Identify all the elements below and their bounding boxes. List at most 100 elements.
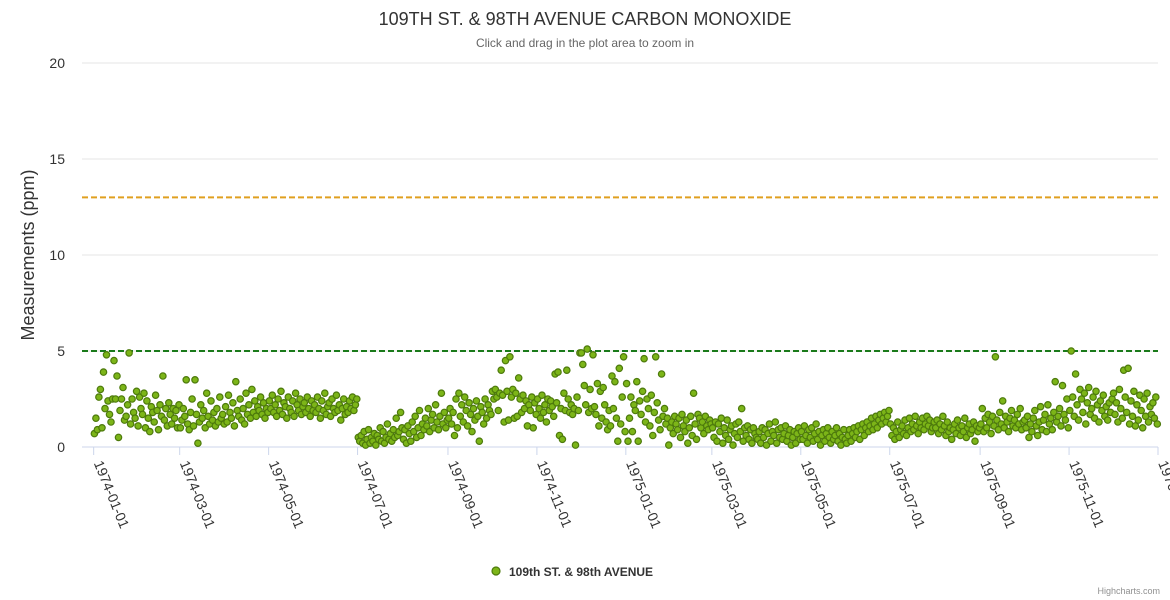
data-point[interactable] xyxy=(987,429,995,438)
data-point[interactable] xyxy=(466,410,475,419)
data-point[interactable] xyxy=(107,418,115,426)
data-point[interactable] xyxy=(506,352,514,361)
data-point[interactable] xyxy=(481,395,489,403)
data-point[interactable] xyxy=(1128,412,1137,421)
data-point[interactable] xyxy=(832,423,841,432)
data-point[interactable] xyxy=(618,393,627,401)
data-point[interactable] xyxy=(1124,364,1132,373)
data-point[interactable] xyxy=(600,400,609,409)
data-point[interactable] xyxy=(406,437,415,446)
data-point[interactable] xyxy=(224,391,233,400)
data-point[interactable] xyxy=(191,375,199,384)
data-point[interactable] xyxy=(560,389,568,398)
data-point[interactable] xyxy=(475,437,484,446)
data-point[interactable] xyxy=(885,406,893,415)
data-point[interactable] xyxy=(316,414,325,423)
data-point[interactable] xyxy=(1092,387,1100,396)
data-point[interactable] xyxy=(708,423,717,432)
data-point[interactable] xyxy=(221,402,230,411)
data-point[interactable] xyxy=(189,422,198,430)
data-point[interactable] xyxy=(590,402,599,411)
data-point[interactable] xyxy=(1134,416,1143,424)
data-point[interactable] xyxy=(290,412,298,421)
data-point[interactable] xyxy=(689,389,698,398)
data-point[interactable] xyxy=(472,397,481,405)
data-point[interactable] xyxy=(812,420,820,428)
data-point[interactable] xyxy=(599,383,608,392)
data-point[interactable] xyxy=(1133,400,1141,409)
data-point[interactable] xyxy=(271,400,280,409)
data-point[interactable] xyxy=(686,412,695,421)
data-point[interactable] xyxy=(631,406,640,415)
data-point[interactable] xyxy=(1109,389,1118,398)
data-point[interactable] xyxy=(529,423,538,432)
data-point[interactable] xyxy=(396,408,405,417)
data-point[interactable] xyxy=(1041,410,1049,419)
data-point[interactable] xyxy=(162,404,170,413)
data-point[interactable] xyxy=(434,425,443,434)
data-point[interactable] xyxy=(383,420,392,428)
data-point[interactable] xyxy=(371,441,380,449)
data-point[interactable] xyxy=(117,395,126,403)
data-point[interactable] xyxy=(947,435,956,444)
data-point[interactable] xyxy=(317,397,326,405)
data-point[interactable] xyxy=(648,431,657,440)
data-point[interactable] xyxy=(277,387,285,396)
data-point[interactable] xyxy=(1067,347,1076,355)
data-point[interactable] xyxy=(1013,410,1022,419)
data-point[interactable] xyxy=(392,414,401,423)
data-point[interactable] xyxy=(261,414,269,423)
data-point[interactable] xyxy=(1047,414,1055,423)
data-point[interactable] xyxy=(251,397,259,405)
data-point[interactable] xyxy=(624,437,632,446)
data-point[interactable] xyxy=(236,395,245,403)
data-point[interactable] xyxy=(140,389,148,398)
data-point[interactable] xyxy=(1057,422,1065,430)
data-point[interactable] xyxy=(592,410,600,419)
data-point[interactable] xyxy=(638,387,647,396)
data-point[interactable] xyxy=(650,408,659,417)
data-point[interactable] xyxy=(478,408,487,417)
data-point[interactable] xyxy=(748,439,756,448)
data-point[interactable] xyxy=(291,389,300,398)
data-point[interactable] xyxy=(615,364,624,373)
data-point[interactable] xyxy=(995,408,1004,417)
data-point[interactable] xyxy=(723,416,732,424)
data-point[interactable] xyxy=(411,412,420,421)
data-point[interactable] xyxy=(450,431,459,440)
data-point[interactable] xyxy=(1079,408,1087,417)
data-point[interactable] xyxy=(1149,398,1157,407)
data-point[interactable] xyxy=(1084,383,1093,392)
data-point[interactable] xyxy=(1137,406,1146,415)
data-point[interactable] xyxy=(1112,398,1121,407)
data-point[interactable] xyxy=(1031,406,1039,415)
data-point[interactable] xyxy=(519,391,527,400)
data-point[interactable] xyxy=(640,354,648,363)
data-point[interactable] xyxy=(574,406,583,415)
data-point[interactable] xyxy=(199,406,208,415)
data-point[interactable] xyxy=(664,441,673,449)
data-point[interactable] xyxy=(634,437,643,446)
data-point[interactable] xyxy=(153,406,161,415)
data-point[interactable] xyxy=(455,389,463,398)
data-point[interactable] xyxy=(1122,408,1131,417)
data-point[interactable] xyxy=(428,410,437,419)
data-point[interactable] xyxy=(497,366,506,375)
data-point[interactable] xyxy=(218,410,227,419)
data-point[interactable] xyxy=(651,352,660,361)
data-point[interactable] xyxy=(978,404,987,413)
data-point[interactable] xyxy=(408,418,417,426)
data-point[interactable] xyxy=(1066,406,1074,415)
data-point[interactable] xyxy=(1118,414,1127,423)
data-point[interactable] xyxy=(1127,397,1135,405)
data-point[interactable] xyxy=(554,368,562,376)
data-point[interactable] xyxy=(1074,416,1083,424)
data-point[interactable] xyxy=(126,420,135,428)
data-point[interactable] xyxy=(609,404,618,413)
data-point[interactable] xyxy=(125,349,133,357)
data-point[interactable] xyxy=(469,404,478,413)
credits-link[interactable]: Highcharts.com xyxy=(1097,586,1160,596)
data-point[interactable] xyxy=(230,422,239,430)
data-point[interactable] xyxy=(1117,404,1125,413)
data-point[interactable] xyxy=(627,393,635,401)
